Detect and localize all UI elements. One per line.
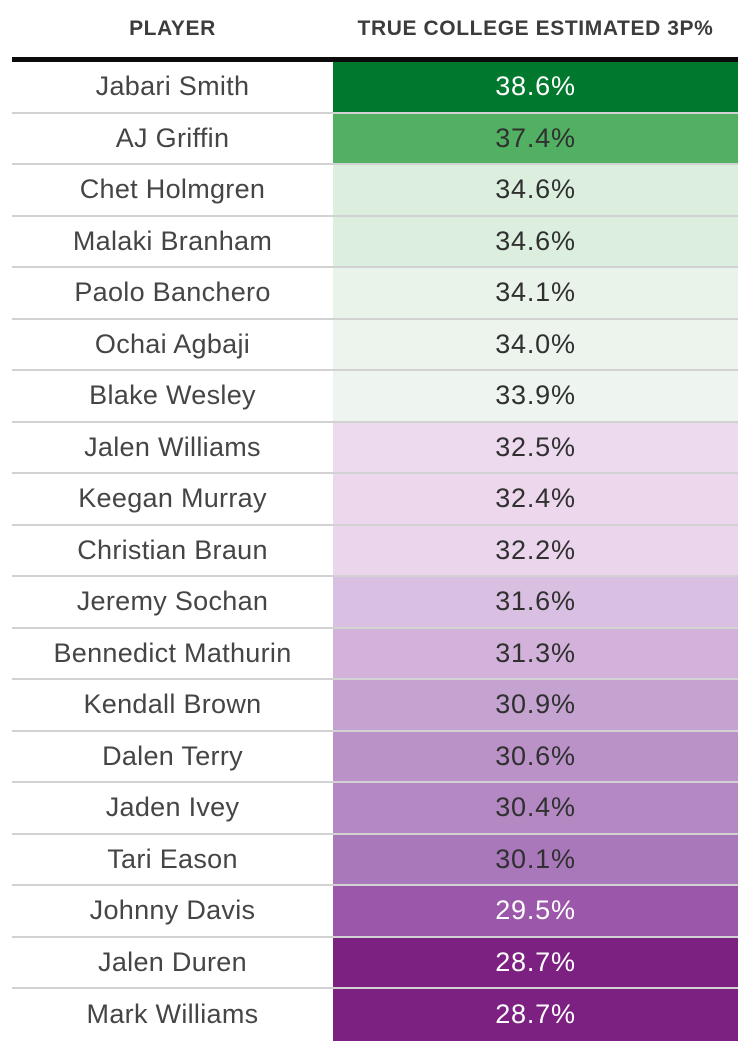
player-name-cell: Johnny Davis [12, 886, 333, 938]
value-cell: 28.7% [333, 989, 738, 1041]
player-name-cell: Christian Braun [12, 525, 333, 577]
value-cell: 30.4% [333, 783, 738, 835]
table-row: Jalen Duren 28.7% [12, 937, 738, 989]
player-name-cell: Jabari Smith [12, 62, 333, 114]
table-row: Blake Wesley 33.9% [12, 371, 738, 423]
player-name-cell: Jalen Duren [12, 937, 333, 989]
player-name-cell: AJ Griffin [12, 113, 333, 165]
player-name-cell: Tari Eason [12, 834, 333, 886]
player-name-cell: Chet Holmgren [12, 165, 333, 217]
table-row: Jabari Smith 38.6% [12, 62, 738, 114]
table-row: Johnny Davis 29.5% [12, 886, 738, 938]
table-row: Malaki Branham 34.6% [12, 216, 738, 268]
player-name-cell: Keegan Murray [12, 474, 333, 526]
table-header: PLAYER TRUE COLLEGE ESTIMATED 3P% [12, 0, 738, 62]
player-name-cell: Malaki Branham [12, 216, 333, 268]
table-row: Ochai Agbaji 34.0% [12, 319, 738, 371]
table-row: Mark Williams 28.7% [12, 989, 738, 1041]
value-cell: 30.1% [333, 834, 738, 886]
player-name-cell: Kendall Brown [12, 680, 333, 732]
player-name-cell: Paolo Banchero [12, 268, 333, 320]
player-name-cell: Jalen Williams [12, 422, 333, 474]
value-cell: 37.4% [333, 113, 738, 165]
value-cell: 31.3% [333, 628, 738, 680]
table-row: Paolo Banchero 34.1% [12, 268, 738, 320]
value-cell: 32.2% [333, 525, 738, 577]
table-row: Dalen Terry 30.6% [12, 731, 738, 783]
table-row: Keegan Murray 32.4% [12, 474, 738, 526]
value-cell: 30.6% [333, 731, 738, 783]
value-cell: 29.5% [333, 886, 738, 938]
value-cell: 28.7% [333, 937, 738, 989]
table-row: Chet Holmgren 34.6% [12, 165, 738, 217]
table-row: AJ Griffin 37.4% [12, 113, 738, 165]
value-cell: 32.5% [333, 422, 738, 474]
value-cell: 33.9% [333, 371, 738, 423]
player-name-cell: Ochai Agbaji [12, 319, 333, 371]
table-row: Tari Eason 30.1% [12, 834, 738, 886]
player-name-cell: Jaden Ivey [12, 783, 333, 835]
value-cell: 34.6% [333, 216, 738, 268]
value-cell: 34.6% [333, 165, 738, 217]
value-cell: 30.9% [333, 680, 738, 732]
value-cell: 34.0% [333, 319, 738, 371]
stat-table: PLAYER TRUE COLLEGE ESTIMATED 3P% Jabari… [12, 0, 738, 1041]
table-row: Jaden Ivey 30.4% [12, 783, 738, 835]
col-header-player: PLAYER [129, 16, 216, 40]
player-name-cell: Bennedict Mathurin [12, 628, 333, 680]
table-row: Kendall Brown 30.9% [12, 680, 738, 732]
value-cell: 38.6% [333, 62, 738, 114]
table-row: Christian Braun 32.2% [12, 525, 738, 577]
value-cell: 32.4% [333, 474, 738, 526]
table-row: Jalen Williams 32.5% [12, 422, 738, 474]
player-name-cell: Mark Williams [12, 989, 333, 1041]
table-row: Bennedict Mathurin 31.3% [12, 628, 738, 680]
col-header-value: TRUE COLLEGE ESTIMATED 3P% [357, 16, 714, 40]
player-name-cell: Dalen Terry [12, 731, 333, 783]
table-row: Jeremy Sochan 31.6% [12, 577, 738, 629]
player-name-cell: Blake Wesley [12, 371, 333, 423]
value-cell: 31.6% [333, 577, 738, 629]
player-name-cell: Jeremy Sochan [12, 577, 333, 629]
value-cell: 34.1% [333, 268, 738, 320]
